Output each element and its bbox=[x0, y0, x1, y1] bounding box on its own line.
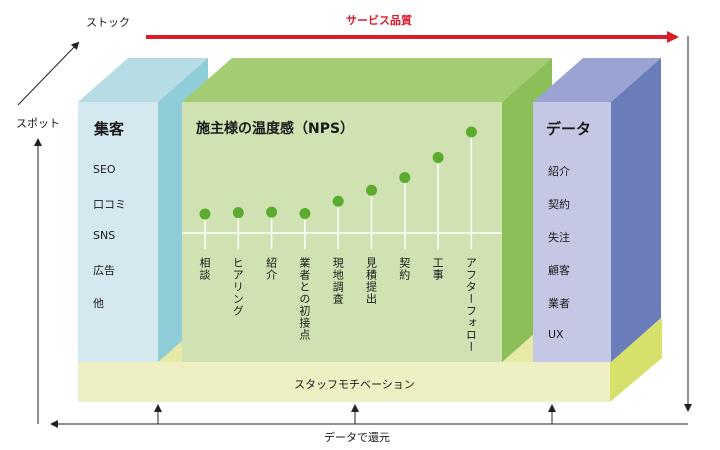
left-box-item: 広告 bbox=[93, 264, 115, 277]
return-with-data-label: データで還元 bbox=[324, 431, 390, 444]
right-box-title: データ bbox=[546, 120, 592, 138]
left-box-top bbox=[78, 58, 208, 102]
right-box-item: 顧客 bbox=[548, 264, 570, 277]
right-box-item: UX bbox=[548, 328, 564, 341]
right-box-top bbox=[533, 58, 661, 102]
spot-label: スポット bbox=[16, 117, 60, 130]
right-box-item: 契約 bbox=[548, 198, 570, 211]
nps-step-label: 工事 bbox=[431, 257, 445, 281]
nps-point bbox=[366, 184, 377, 196]
nps-step-label: 相談 bbox=[198, 257, 211, 281]
right-box-item: 失注 bbox=[548, 231, 570, 244]
nps-step-label: 現地調査 bbox=[331, 257, 345, 305]
nps-step-label: 見積提出 bbox=[364, 257, 378, 305]
nps-point bbox=[465, 126, 477, 138]
nps-point bbox=[199, 208, 211, 220]
center-box-top bbox=[182, 58, 552, 102]
left-box-item: SEO bbox=[93, 163, 116, 176]
nps-step-label: 業者との初接点 bbox=[297, 257, 311, 341]
service-quality-label: サービス品質 bbox=[346, 14, 412, 27]
stock-diagonal-arrow bbox=[17, 41, 80, 106]
left-box-title: 集客 bbox=[94, 120, 125, 138]
left-box-front bbox=[78, 102, 158, 362]
stock-label: ストック bbox=[86, 16, 130, 29]
base-slab-front bbox=[78, 362, 610, 402]
nps-point bbox=[299, 208, 311, 220]
right-box-item: 紹介 bbox=[548, 165, 570, 178]
nps-point bbox=[432, 152, 444, 164]
staff-motivation-label: スタッフモチベーション bbox=[294, 378, 415, 391]
center-box-front bbox=[182, 102, 502, 362]
nps-marks bbox=[199, 126, 477, 249]
right-box-front bbox=[533, 102, 611, 362]
left-box-item: 他 bbox=[93, 297, 104, 310]
nps-point bbox=[399, 172, 411, 184]
nps-point bbox=[232, 207, 244, 219]
nps-point bbox=[332, 195, 344, 207]
nps-step-label: アフターフォロー bbox=[464, 257, 478, 353]
left-box-item: 口コミ bbox=[93, 198, 126, 211]
center-box-title: 施主様の温度感（NPS） bbox=[196, 121, 355, 137]
right-box-item: 業者 bbox=[548, 297, 570, 310]
base-slab-side bbox=[610, 318, 662, 402]
right-box-side bbox=[611, 58, 661, 362]
left-box-item: SNS bbox=[93, 229, 116, 242]
nps-step-label: ヒアリング bbox=[231, 257, 245, 317]
nps-step-label: 紹介 bbox=[264, 257, 278, 281]
nps-step-label: 契約 bbox=[397, 257, 411, 281]
nps-point bbox=[266, 206, 278, 218]
